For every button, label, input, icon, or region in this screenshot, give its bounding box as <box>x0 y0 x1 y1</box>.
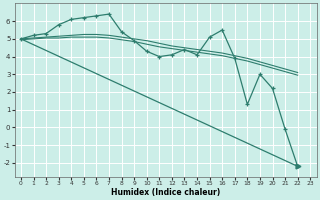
X-axis label: Humidex (Indice chaleur): Humidex (Indice chaleur) <box>111 188 220 197</box>
